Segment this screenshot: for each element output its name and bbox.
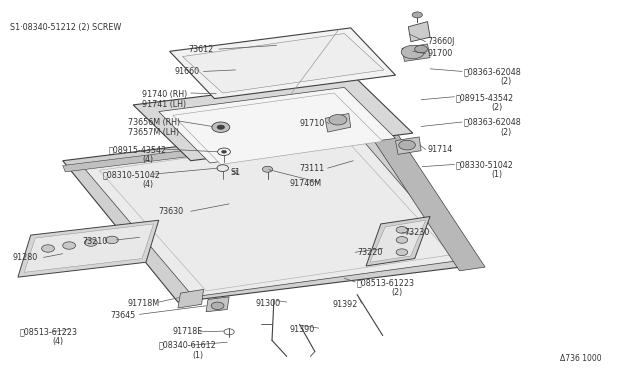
Text: 91280: 91280 <box>13 253 38 262</box>
Circle shape <box>84 239 97 246</box>
Polygon shape <box>325 113 351 132</box>
Circle shape <box>211 302 224 310</box>
Text: 91710: 91710 <box>300 119 324 128</box>
Text: 91392: 91392 <box>333 300 358 309</box>
Polygon shape <box>24 224 154 272</box>
Polygon shape <box>63 124 479 302</box>
Polygon shape <box>82 129 466 297</box>
Circle shape <box>42 245 54 252</box>
Text: Ⓝ08310-51042: Ⓝ08310-51042 <box>102 170 160 179</box>
Polygon shape <box>408 22 430 42</box>
Circle shape <box>106 236 118 244</box>
Polygon shape <box>133 77 413 161</box>
Text: ⓜ08915-43542: ⓜ08915-43542 <box>456 93 514 102</box>
Text: Ⓝ08513-61223: Ⓝ08513-61223 <box>19 327 77 336</box>
Text: 73645: 73645 <box>110 311 135 320</box>
Polygon shape <box>178 289 204 308</box>
Text: 91660: 91660 <box>174 67 199 76</box>
Text: (2): (2) <box>392 288 403 296</box>
Circle shape <box>212 122 230 132</box>
Text: 73210: 73210 <box>82 237 107 246</box>
Polygon shape <box>63 128 366 172</box>
Text: S1: S1 <box>230 169 241 177</box>
Text: 73111: 73111 <box>300 164 324 173</box>
Text: (4): (4) <box>142 180 153 189</box>
Polygon shape <box>18 220 159 277</box>
Text: 91746M: 91746M <box>289 179 321 187</box>
Text: (1): (1) <box>192 351 203 360</box>
Text: (2): (2) <box>500 77 512 86</box>
Circle shape <box>63 242 76 249</box>
Polygon shape <box>206 297 229 312</box>
Text: 91741 (LH): 91741 (LH) <box>142 100 186 109</box>
Polygon shape <box>170 28 396 99</box>
Polygon shape <box>99 136 451 291</box>
Circle shape <box>412 12 422 18</box>
Text: Δ736 1000: Δ736 1000 <box>560 354 602 363</box>
Text: (2): (2) <box>492 103 503 112</box>
Polygon shape <box>366 217 430 266</box>
Text: 91300: 91300 <box>256 299 281 308</box>
Text: 91718M: 91718M <box>128 299 160 308</box>
Text: 73660J: 73660J <box>428 37 455 46</box>
Circle shape <box>396 227 408 233</box>
Text: (4): (4) <box>142 155 153 164</box>
Text: 73612: 73612 <box>189 45 214 54</box>
Text: Ⓝ08363-62048: Ⓝ08363-62048 <box>464 67 522 76</box>
Text: 91714: 91714 <box>428 145 452 154</box>
Text: (4): (4) <box>52 337 63 346</box>
Polygon shape <box>402 44 430 61</box>
Polygon shape <box>173 93 383 164</box>
Text: 73630: 73630 <box>159 207 184 216</box>
Text: 73220: 73220 <box>357 248 383 257</box>
Text: 91390: 91390 <box>289 325 314 334</box>
Circle shape <box>217 125 225 129</box>
Circle shape <box>399 140 415 150</box>
Text: S1: S1 <box>232 170 239 176</box>
Circle shape <box>396 249 408 256</box>
Circle shape <box>221 150 227 153</box>
Text: 73657M (LH): 73657M (LH) <box>128 128 179 137</box>
Text: ⓜ08915-43542: ⓜ08915-43542 <box>109 145 167 154</box>
Polygon shape <box>370 131 485 271</box>
Circle shape <box>396 237 408 243</box>
Circle shape <box>415 45 428 53</box>
Circle shape <box>329 115 347 125</box>
Text: 73230: 73230 <box>404 228 429 237</box>
Text: 91700: 91700 <box>428 49 452 58</box>
Text: (1): (1) <box>492 170 502 179</box>
Polygon shape <box>370 220 426 262</box>
Circle shape <box>262 166 273 172</box>
Polygon shape <box>396 137 421 154</box>
Text: Ⓝ08513-61223: Ⓝ08513-61223 <box>357 278 415 287</box>
Text: 91718E: 91718E <box>173 327 203 336</box>
Circle shape <box>401 45 424 59</box>
Polygon shape <box>159 87 396 163</box>
Text: 73656M (RH): 73656M (RH) <box>128 118 180 126</box>
Text: (2): (2) <box>500 128 512 137</box>
Text: S1·08340-51212 (2) SCREW: S1·08340-51212 (2) SCREW <box>10 23 121 32</box>
Text: Ⓝ08340-61612: Ⓝ08340-61612 <box>159 341 216 350</box>
Text: 91740 (RH): 91740 (RH) <box>142 90 188 99</box>
Polygon shape <box>182 33 384 93</box>
Text: Ⓝ08330-51042: Ⓝ08330-51042 <box>456 160 513 169</box>
Text: Ⓝ08363-62048: Ⓝ08363-62048 <box>464 118 522 126</box>
